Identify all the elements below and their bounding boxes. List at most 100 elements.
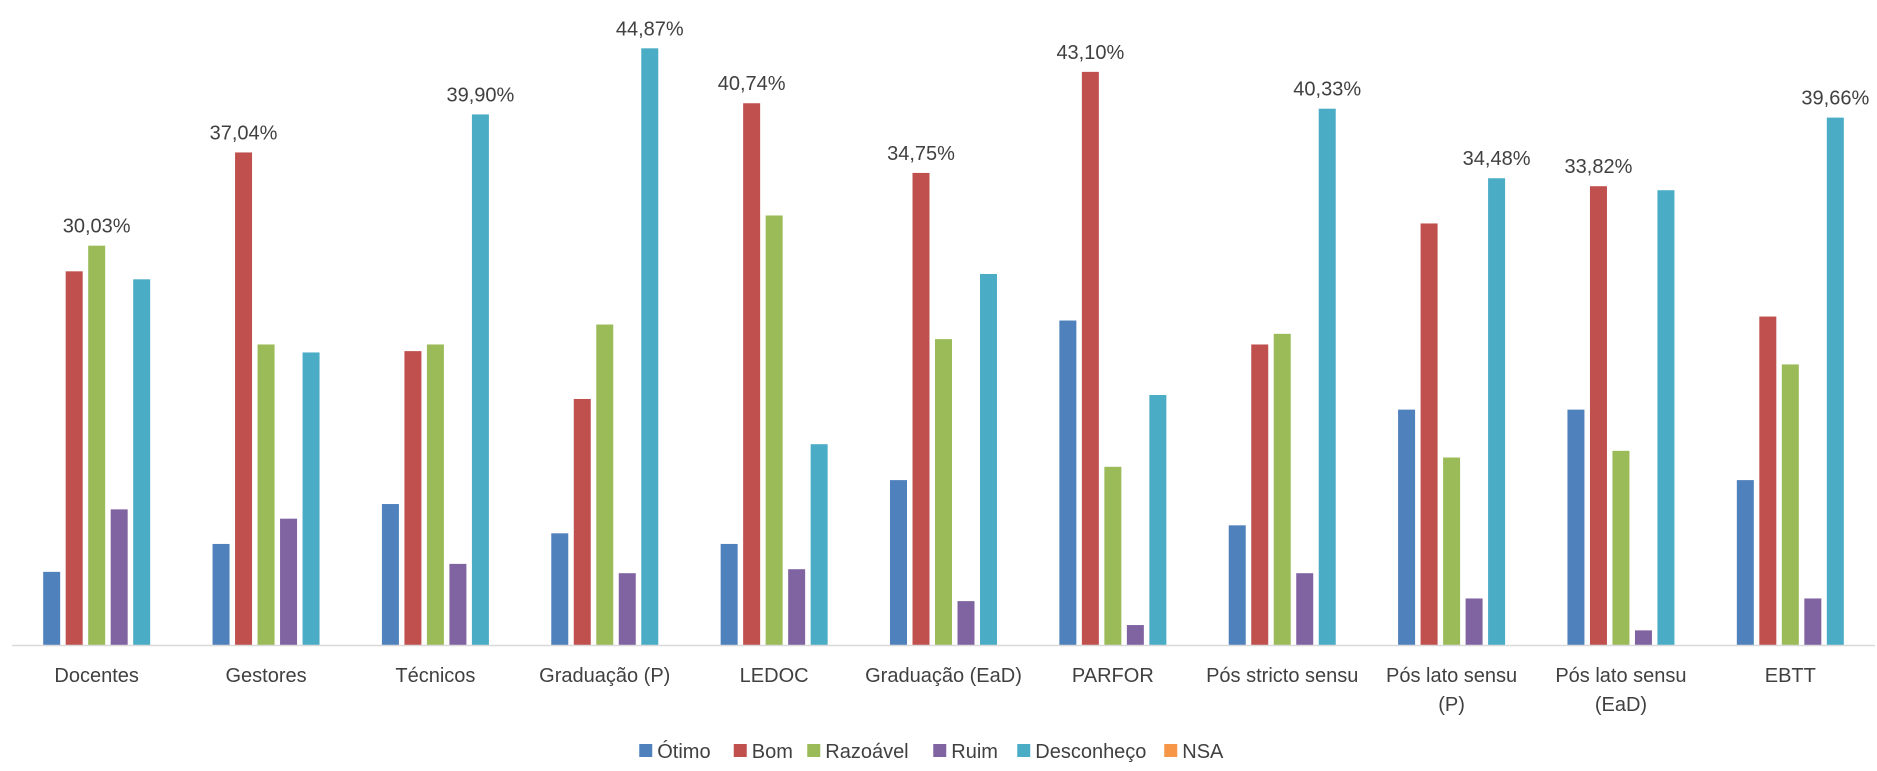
legend-label: Razoável [825, 741, 908, 763]
bar-desconhe-o-3 [641, 48, 659, 645]
legend-swatch [733, 744, 747, 757]
bar-razo-vel-7 [1273, 333, 1291, 645]
bar-ruim-2 [449, 563, 467, 645]
legend-label: Ótimo [657, 740, 710, 763]
bar-ruim-8 [1465, 598, 1483, 645]
bar-ruim-5 [957, 601, 975, 645]
legend-item-ruim: Ruim [933, 741, 998, 763]
bar-desconhe-o-6 [1149, 395, 1167, 645]
data-labels: 30,03% 37,04% 39,90% 44,87% 40,74% 34,75% 43,1… [63, 18, 1870, 237]
category-label: LEDOC [740, 665, 809, 687]
bar-ruim-3 [618, 573, 636, 645]
data-label: 43,10% [1056, 42, 1124, 64]
bar-razo-vel-8 [1443, 457, 1461, 645]
bar-bom-10 [1759, 316, 1777, 645]
bar-bom-7 [1251, 344, 1269, 645]
bar-bom-6 [1081, 71, 1099, 646]
bar--timo-6 [1059, 320, 1077, 645]
bar-ruim-7 [1296, 573, 1314, 645]
legend-swatch [1017, 744, 1031, 757]
bar--timo-8 [1398, 409, 1416, 645]
legend-swatch [639, 744, 653, 757]
legend-swatch [807, 744, 821, 757]
data-label: 40,33% [1293, 79, 1361, 101]
bar--timo-1 [212, 543, 230, 645]
data-label: 33,82% [1565, 156, 1633, 178]
category-label: Gestores [225, 665, 306, 687]
legend-label: Ruim [951, 741, 998, 763]
data-label: 40,74% [718, 73, 786, 95]
bar-bom-2 [404, 351, 422, 645]
data-label: 34,75% [887, 143, 955, 165]
legend-item-nsa: NSA [1164, 741, 1224, 763]
bar-razo-vel-5 [935, 339, 952, 645]
category-label: Pós lato sensu (EaD) [1555, 665, 1686, 716]
bar-desconhe-o-7 [1318, 108, 1336, 645]
category-label: Docentes [54, 665, 139, 687]
bar--timo-9 [1567, 409, 1585, 645]
bar-razo-vel-9 [1612, 450, 1630, 645]
legend-swatch [933, 744, 947, 757]
bar-bom-4 [743, 103, 761, 646]
bar-desconhe-o-0 [133, 279, 151, 645]
legend-item-razo-vel: Razoável [807, 741, 909, 763]
bar-razo-vel-4 [765, 215, 783, 646]
data-label: 30,03% [63, 216, 131, 238]
bar-ruim-4 [788, 569, 806, 645]
bar-desconhe-o-5 [980, 273, 997, 645]
bar--timo-4 [720, 543, 738, 645]
bar-razo-vel-1 [257, 344, 275, 645]
bar-ruim-9 [1634, 630, 1652, 645]
bars-layer [43, 48, 1844, 646]
category-labels: Docentes Gestores Técnicos Graduação (P) LED… [54, 665, 1815, 716]
data-label: 39,66% [1801, 88, 1869, 110]
category-label: EBTT [1765, 665, 1816, 687]
data-label: 39,90% [446, 84, 514, 106]
bar-bom-8 [1420, 223, 1438, 645]
bar--timo-2 [381, 504, 399, 645]
bar-desconhe-o-9 [1657, 190, 1675, 645]
legend: Ótimo Bom Razoável Ruim Desconheço NSA [639, 740, 1224, 763]
category-label: Graduação (P) [539, 665, 670, 687]
legend-item-desconhe-o: Desconheço [1017, 741, 1146, 763]
data-label: 37,04% [210, 122, 278, 144]
category-label: Técnicos [395, 665, 475, 687]
bar-bom-3 [573, 398, 591, 645]
bar-desconhe-o-1 [302, 352, 320, 645]
legend-label: NSA [1182, 741, 1224, 763]
legend-swatch [1164, 744, 1178, 757]
data-label: 44,87% [616, 18, 684, 40]
bar-bom-9 [1589, 186, 1607, 645]
bar-desconhe-o-4 [810, 444, 828, 645]
bar-ruim-1 [280, 518, 298, 645]
bar-desconhe-o-10 [1826, 117, 1844, 646]
bar-ruim-6 [1126, 625, 1144, 645]
bar-bom-0 [65, 271, 83, 645]
legend-label: Bom [752, 741, 793, 763]
bar-razo-vel-0 [88, 245, 106, 645]
bar--timo-10 [1736, 480, 1754, 645]
bar--timo-5 [890, 480, 907, 645]
bar-razo-vel-6 [1104, 466, 1122, 645]
legend-item--timo: Ótimo [639, 740, 711, 763]
category-label: PARFOR [1072, 665, 1154, 687]
data-label: 34,48% [1463, 148, 1531, 170]
bar-ruim-0 [110, 509, 128, 645]
legend-label: Desconheço [1035, 741, 1146, 763]
category-label: Pós stricto sensu [1206, 665, 1358, 687]
bar-desconhe-o-8 [1488, 178, 1506, 646]
bar-razo-vel-2 [426, 344, 444, 645]
bar-bom-5 [912, 172, 930, 645]
legend-item-bom: Bom [733, 741, 793, 763]
bar-desconhe-o-2 [471, 114, 489, 645]
category-label: Graduação (EaD) [865, 665, 1022, 687]
bar-ruim-10 [1804, 598, 1822, 645]
category-label: Pós lato sensu (P) [1386, 665, 1517, 716]
bar-bom-1 [235, 152, 253, 645]
bar--timo-3 [551, 533, 569, 645]
bar--timo-7 [1228, 525, 1246, 645]
bar-razo-vel-3 [596, 324, 614, 645]
bar-razo-vel-10 [1781, 364, 1799, 645]
